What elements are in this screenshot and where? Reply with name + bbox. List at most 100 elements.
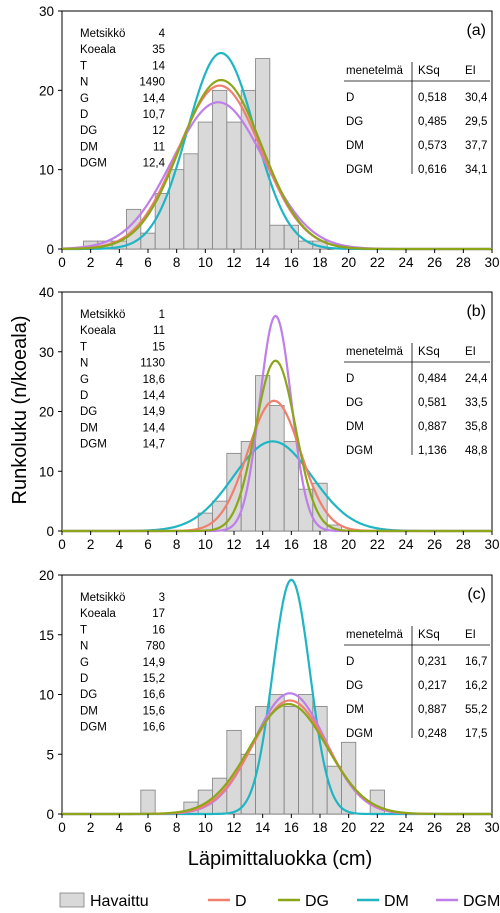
info-key: Koeala bbox=[80, 608, 116, 620]
histogram-bar bbox=[269, 224, 285, 250]
x-tick-label: 8 bbox=[173, 537, 181, 552]
info-value: 1 bbox=[159, 309, 165, 321]
x-tick-label: 12 bbox=[226, 255, 241, 270]
x-tick-label: 22 bbox=[370, 255, 385, 270]
x-tick-label: 2 bbox=[87, 820, 95, 835]
y-tick-label: 10 bbox=[39, 163, 54, 178]
info-key: DG bbox=[80, 689, 97, 701]
x-tick-label: 14 bbox=[255, 537, 271, 552]
panel-b: 0 2 4 6 8 10 12 14 16 18 20 22 24 26 28 30010203040(b)M… bbox=[39, 285, 500, 552]
info-key: DGM bbox=[80, 722, 107, 734]
x-tick-label: 26 bbox=[427, 537, 442, 552]
table-cell-ei: 55,2 bbox=[465, 704, 487, 716]
info-value: 12,4 bbox=[143, 158, 166, 170]
legend: Havaittu D DG DM DGM bbox=[59, 892, 500, 910]
x-tick-label: 6 bbox=[144, 537, 152, 552]
x-tick-label: 24 bbox=[398, 255, 414, 270]
table-cell-method: DGM bbox=[346, 445, 373, 457]
info-key: DGM bbox=[80, 158, 107, 170]
x-tick-label: 20 bbox=[341, 537, 356, 552]
table-cell-ksq: 0,616 bbox=[418, 164, 447, 176]
table-cell-ei: 33,5 bbox=[465, 397, 487, 409]
table-cell-ei: 30,4 bbox=[465, 92, 488, 104]
x-tick-label: 16 bbox=[284, 537, 299, 552]
histogram-bar bbox=[255, 375, 271, 532]
table-cell-method: DM bbox=[346, 140, 364, 152]
y-tick-label: 10 bbox=[39, 464, 54, 479]
curve-dg bbox=[61, 78, 492, 251]
table-cell-ksq: 0,248 bbox=[418, 728, 447, 740]
x-tick-label: 30 bbox=[484, 537, 499, 552]
y-tick-label: 20 bbox=[39, 405, 54, 420]
info-key: D bbox=[80, 673, 88, 685]
info-value: 780 bbox=[146, 641, 165, 653]
x-tick-label: 20 bbox=[341, 255, 356, 270]
x-tick-label: 26 bbox=[427, 820, 442, 835]
table-header-ei: EI bbox=[465, 629, 476, 641]
y-tick-label: 15 bbox=[39, 628, 54, 643]
panel-label: (c) bbox=[467, 586, 486, 603]
table-cell-ksq: 0,485 bbox=[418, 116, 447, 128]
info-value: 14,9 bbox=[143, 657, 165, 669]
info-key: T bbox=[80, 624, 87, 636]
info-key: G bbox=[80, 374, 89, 386]
info-key: G bbox=[80, 657, 89, 669]
table-cell-method: DG bbox=[346, 397, 363, 409]
x-tick-label: 22 bbox=[370, 537, 385, 552]
x-tick-label: 28 bbox=[456, 537, 471, 552]
info-value: 14,4 bbox=[143, 422, 166, 434]
table-cell-ksq: 0,887 bbox=[418, 704, 447, 716]
x-axis-title: Läpimittaluokka (cm) bbox=[188, 848, 373, 870]
curve-dg bbox=[62, 359, 492, 533]
info-key: Metsikkö bbox=[80, 28, 125, 40]
table-header-method: menetelmä bbox=[346, 65, 403, 77]
table-cell-method: DGM bbox=[346, 728, 373, 740]
table-header-ksq: KSq bbox=[418, 65, 440, 77]
y-tick-label: 20 bbox=[39, 568, 54, 583]
y-tick-label: 20 bbox=[39, 83, 54, 98]
info-value: 15,2 bbox=[143, 673, 165, 685]
table-cell-method: D bbox=[346, 373, 354, 385]
info-value: 15,6 bbox=[143, 705, 165, 717]
legend-label: Havaittu bbox=[90, 893, 149, 910]
info-key: T bbox=[80, 341, 87, 353]
table-cell-method: DM bbox=[346, 421, 364, 433]
info-key: T bbox=[80, 60, 87, 72]
table-cell-ksq: 0,217 bbox=[418, 680, 447, 692]
info-key: DG bbox=[80, 406, 97, 418]
legend-label: DGM bbox=[463, 893, 500, 910]
info-value: 1130 bbox=[140, 358, 165, 370]
info-value: 10,7 bbox=[143, 109, 165, 121]
info-value: 14,4 bbox=[143, 93, 166, 105]
info-value: 11 bbox=[153, 325, 165, 337]
info-value: 1490 bbox=[139, 77, 165, 89]
table-cell-ei: 16,2 bbox=[465, 680, 487, 692]
table-cell-method: DGM bbox=[346, 164, 373, 176]
info-key: Koeala bbox=[80, 44, 116, 56]
table-cell-ksq: 1,136 bbox=[418, 445, 447, 457]
table-header-method: menetelmä bbox=[346, 346, 403, 358]
panel-label: (a) bbox=[466, 22, 486, 39]
y-tick-label: 0 bbox=[46, 524, 54, 539]
y-tick-label: 30 bbox=[39, 4, 54, 19]
table-cell-ksq: 0,231 bbox=[418, 656, 447, 668]
table-cell-ksq: 0,581 bbox=[418, 397, 447, 409]
table-header-ei: EI bbox=[465, 346, 476, 358]
histogram-bar bbox=[283, 224, 299, 250]
info-key: Koeala bbox=[80, 325, 116, 337]
x-tick-label: 12 bbox=[226, 820, 241, 835]
x-tick-label: 4 bbox=[116, 820, 124, 835]
y-tick-label: 30 bbox=[39, 345, 54, 360]
x-tick-label: 16 bbox=[284, 820, 299, 835]
table-cell-method: D bbox=[346, 92, 354, 104]
info-value: 3 bbox=[159, 592, 165, 604]
y-tick-label: 5 bbox=[46, 747, 54, 762]
histogram-bar bbox=[140, 789, 156, 815]
x-tick-label: 6 bbox=[144, 820, 152, 835]
info-key: Metsikkö bbox=[80, 592, 125, 604]
panel-label: (b) bbox=[466, 303, 486, 320]
table-cell-ksq: 0,887 bbox=[418, 421, 447, 433]
table-cell-method: DG bbox=[346, 680, 363, 692]
x-tick-label: 0 bbox=[58, 255, 66, 270]
info-value: 16 bbox=[152, 624, 165, 636]
